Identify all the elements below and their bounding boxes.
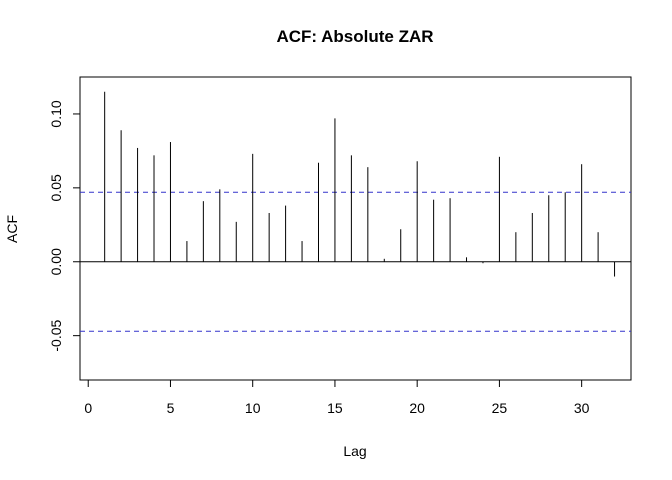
x-tick-label: 25 <box>492 400 508 416</box>
x-tick-label: 30 <box>574 400 590 416</box>
y-axis-label: ACF <box>4 215 20 243</box>
y-tick-label: 0.00 <box>48 248 64 275</box>
chart-title: ACF: Absolute ZAR <box>276 27 433 46</box>
x-tick-label: 10 <box>245 400 261 416</box>
x-tick-label: 20 <box>409 400 425 416</box>
y-tick-label: -0.05 <box>48 319 64 351</box>
x-axis: 0 5 10 15 20 25 30 <box>84 379 590 416</box>
y-tick-label: 0.05 <box>48 174 64 201</box>
acf-bars <box>104 91 616 277</box>
x-tick-label: 5 <box>167 400 175 416</box>
y-axis: -0.05 0.00 0.05 0.10 <box>48 100 81 352</box>
x-tick-label: 15 <box>327 400 343 416</box>
y-tick-label: 0.10 <box>48 100 64 127</box>
x-tick-label: 0 <box>84 400 92 416</box>
x-axis-label: Lag <box>343 443 366 459</box>
reference-lines <box>80 191 631 332</box>
